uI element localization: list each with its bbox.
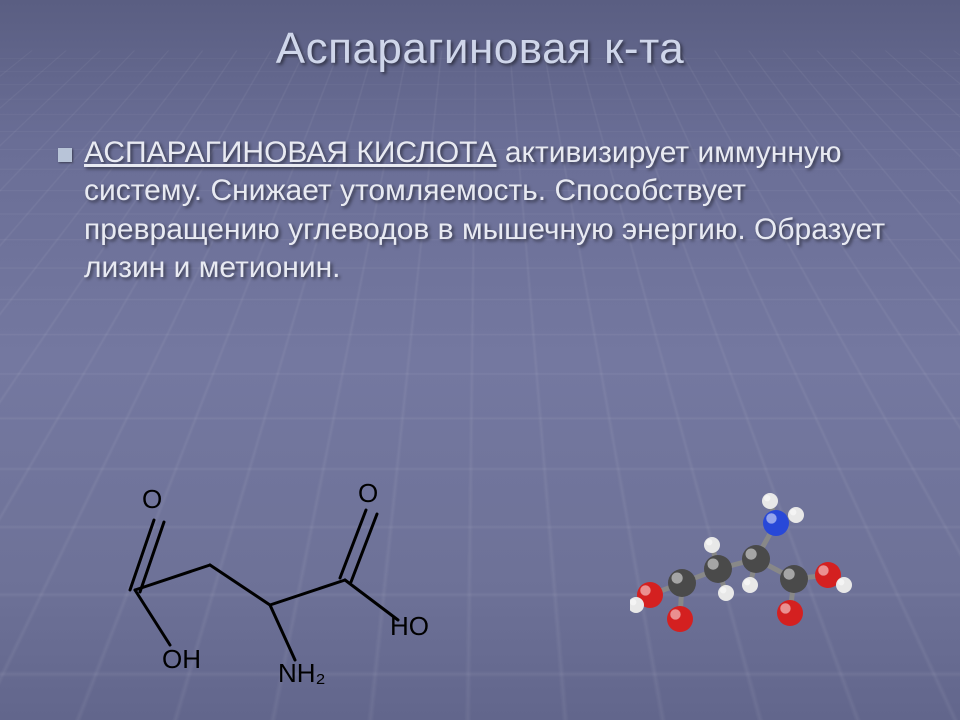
label-OH-left: OH [162,644,201,674]
molecule-3d [630,485,870,665]
emphasis-text: АСПАРАГИНОВАЯ КИСЛОТА [84,136,497,169]
body-text-block: АСПАРАГИНОВАЯ КИСЛОТА активизирует иммун… [58,134,904,288]
label-NH2: NH₂ [278,658,326,688]
label-HO-right: HO [390,611,429,641]
slide: Аспарагиновая к-та АСПАРАГИНОВАЯ КИСЛОТА… [0,0,960,720]
label-O-right: O [358,478,378,508]
figures-area: O O OH HO NH₂ [0,430,960,720]
slide-title: Аспарагиновая к-та [0,24,960,74]
bullet-row: АСПАРАГИНОВАЯ КИСЛОТА активизирует иммун… [58,134,904,288]
paragraph: АСПАРАГИНОВАЯ КИСЛОТА активизирует иммун… [84,134,904,288]
structural-formula: O O OH HO NH₂ [80,450,440,690]
label-O-left: O [142,484,162,514]
square-bullet-icon [58,148,72,162]
